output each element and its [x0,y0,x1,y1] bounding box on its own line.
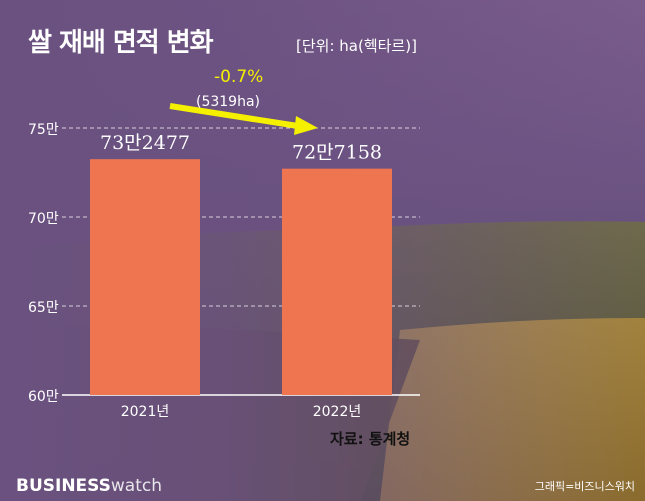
chart-title: 쌀 재배 면적 변화 [28,28,214,58]
graphic-credit: 그래픽=비즈니스워치 [534,480,635,493]
value-labels: 73만2477 72만7158 [100,132,382,163]
change-annotation: -0.7% (5319ha) [169,67,318,135]
bar-value-label: 72만7158 [292,142,382,164]
y-tick-label: 75만 [28,122,59,138]
change-percent: -0.7% [214,67,263,87]
arrow-head-icon [294,116,318,135]
x-tick-label: 2021년 [121,404,170,420]
y-tick-label: 60만 [28,389,59,405]
brand-light: watch [110,476,163,496]
y-tick-label: 65만 [28,300,59,316]
x-axis-ticks: 2021년 2022년 [121,404,362,420]
bar [90,159,200,395]
y-tick-label: 70만 [28,211,59,227]
unit-note: [단위: ha(헥타르)] [296,37,417,55]
trend-arrow-icon [169,103,299,129]
y-axis-ticks: 60만 65만 70만 75만 [28,122,59,405]
brand-bold: BUSINESS [16,476,111,496]
bar [282,168,392,395]
bar-value-label: 73만2477 [100,132,190,154]
x-tick-label: 2022년 [313,404,362,420]
source-note: 자료: 통계청 [330,430,411,448]
brand-logo: BUSINESSwatch [16,476,162,496]
bars [90,159,392,395]
change-amount: (5319ha) [196,94,260,110]
